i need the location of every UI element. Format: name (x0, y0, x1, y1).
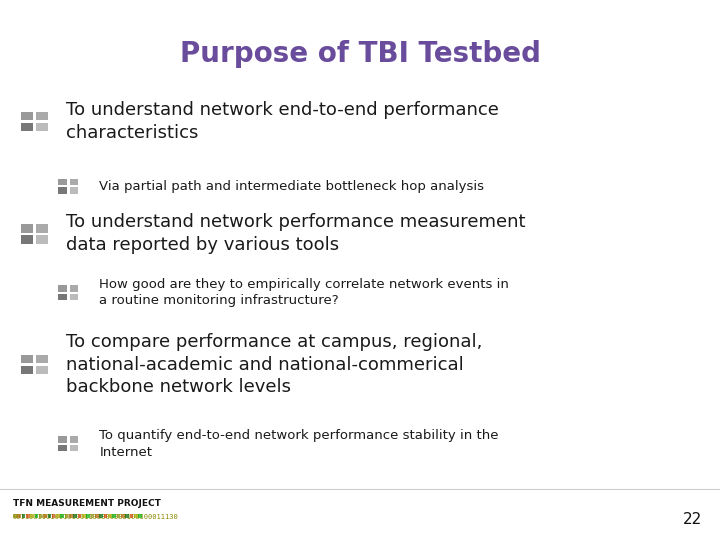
FancyBboxPatch shape (70, 445, 78, 451)
FancyBboxPatch shape (91, 514, 94, 518)
FancyBboxPatch shape (82, 514, 86, 518)
FancyBboxPatch shape (70, 436, 78, 443)
FancyBboxPatch shape (73, 514, 77, 518)
FancyBboxPatch shape (69, 514, 73, 518)
FancyBboxPatch shape (65, 514, 68, 518)
Text: How good are they to empirically correlate network events in
a routine monitorin: How good are they to empirically correla… (99, 278, 509, 307)
FancyBboxPatch shape (121, 514, 125, 518)
Text: 22: 22 (683, 511, 702, 526)
FancyBboxPatch shape (78, 514, 81, 518)
FancyBboxPatch shape (22, 355, 33, 363)
FancyBboxPatch shape (36, 235, 48, 244)
FancyBboxPatch shape (22, 366, 33, 374)
FancyBboxPatch shape (39, 514, 42, 518)
Text: 001130100100101001133300333100300011130: 001130100100101001133300333100300011130 (13, 514, 179, 520)
FancyBboxPatch shape (138, 514, 142, 518)
FancyBboxPatch shape (22, 112, 33, 120)
FancyBboxPatch shape (35, 514, 38, 518)
FancyBboxPatch shape (70, 294, 78, 300)
FancyBboxPatch shape (43, 514, 47, 518)
Text: To quantify end-to-end network performance stability in the
Internet: To quantify end-to-end network performan… (99, 429, 499, 458)
FancyBboxPatch shape (48, 514, 51, 518)
FancyBboxPatch shape (70, 187, 78, 194)
FancyBboxPatch shape (86, 514, 90, 518)
FancyBboxPatch shape (58, 294, 67, 300)
FancyBboxPatch shape (36, 366, 48, 374)
Text: To understand network end-to-end performance
characteristics: To understand network end-to-end perform… (66, 101, 499, 142)
FancyBboxPatch shape (125, 514, 129, 518)
FancyBboxPatch shape (99, 514, 103, 518)
FancyBboxPatch shape (52, 514, 55, 518)
Text: Purpose of TBI Testbed: Purpose of TBI Testbed (179, 40, 541, 69)
FancyBboxPatch shape (22, 514, 25, 518)
Text: Via partial path and intermediate bottleneck hop analysis: Via partial path and intermediate bottle… (99, 180, 485, 193)
FancyBboxPatch shape (56, 514, 60, 518)
FancyBboxPatch shape (130, 514, 133, 518)
FancyBboxPatch shape (36, 355, 48, 363)
FancyBboxPatch shape (22, 123, 33, 131)
FancyBboxPatch shape (36, 112, 48, 120)
Text: TFN MEASUREMENT PROJECT: TFN MEASUREMENT PROJECT (13, 500, 161, 509)
FancyBboxPatch shape (108, 514, 112, 518)
FancyBboxPatch shape (22, 235, 33, 244)
FancyBboxPatch shape (58, 445, 67, 451)
FancyBboxPatch shape (104, 514, 107, 518)
FancyBboxPatch shape (58, 179, 67, 185)
FancyBboxPatch shape (36, 224, 48, 233)
Text: To understand network performance measurement
data reported by various tools: To understand network performance measur… (66, 213, 526, 254)
FancyBboxPatch shape (95, 514, 99, 518)
FancyBboxPatch shape (58, 285, 67, 292)
FancyBboxPatch shape (60, 514, 64, 518)
FancyBboxPatch shape (30, 514, 34, 518)
FancyBboxPatch shape (70, 285, 78, 292)
FancyBboxPatch shape (58, 187, 67, 194)
FancyBboxPatch shape (117, 514, 120, 518)
FancyBboxPatch shape (17, 514, 21, 518)
Text: To compare performance at campus, regional,
national-academic and national-comme: To compare performance at campus, region… (66, 333, 482, 396)
FancyBboxPatch shape (13, 514, 17, 518)
FancyBboxPatch shape (58, 436, 67, 443)
FancyBboxPatch shape (22, 224, 33, 233)
FancyBboxPatch shape (70, 179, 78, 185)
FancyBboxPatch shape (134, 514, 138, 518)
FancyBboxPatch shape (26, 514, 30, 518)
FancyBboxPatch shape (112, 514, 116, 518)
FancyBboxPatch shape (36, 123, 48, 131)
